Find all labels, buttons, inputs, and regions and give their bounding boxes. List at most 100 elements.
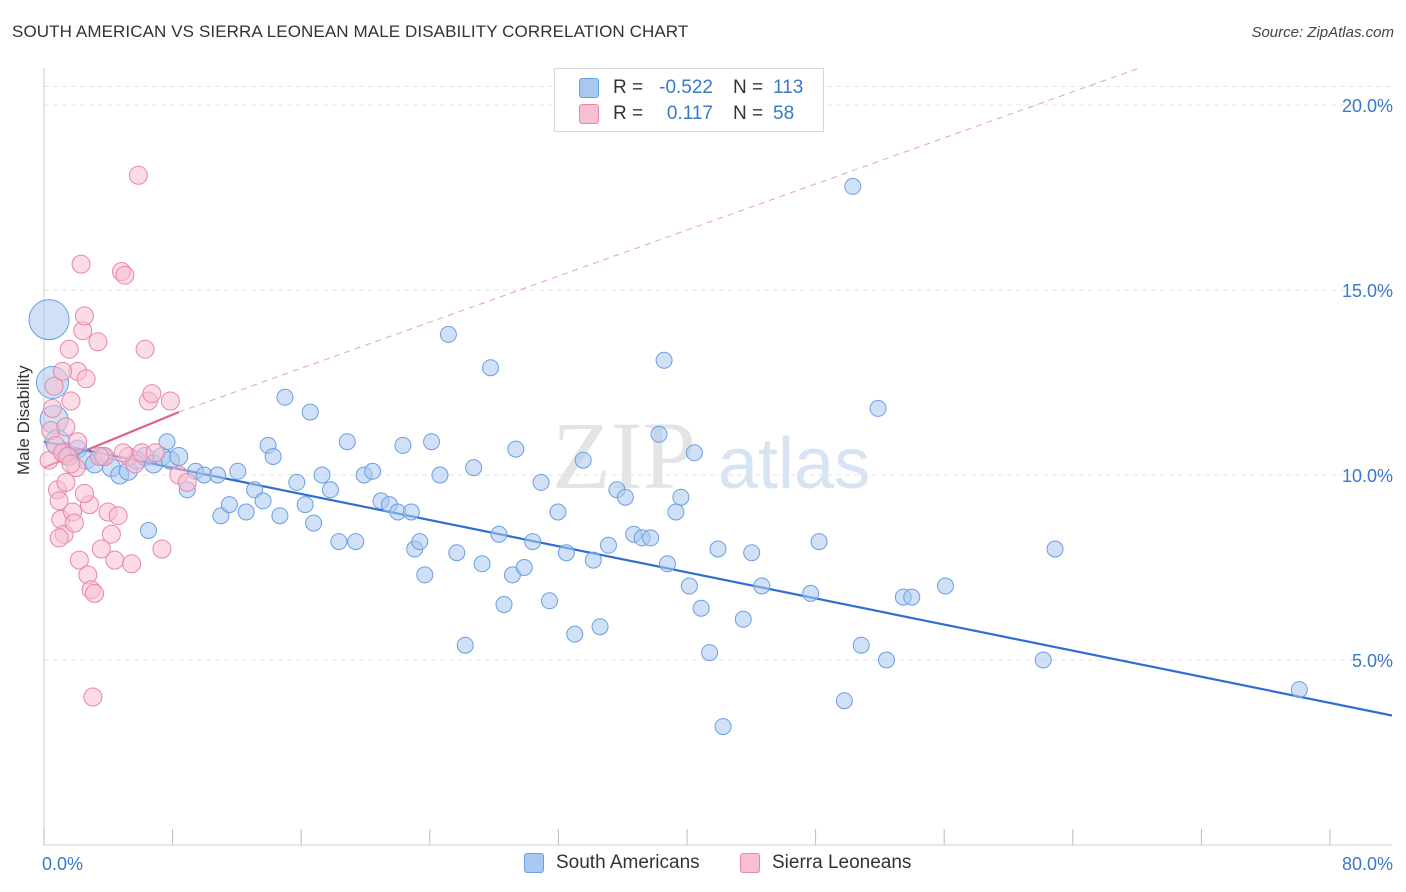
y-axis-label: Male Disability (14, 365, 33, 475)
bottom-legend-sierra-leoneans: Sierra Leoneans (740, 852, 911, 874)
south-american-point (650, 425, 668, 443)
south-american-point (753, 577, 771, 595)
sierra-leonean-point (61, 454, 81, 474)
sierra-leonean-point (108, 506, 128, 526)
legend-swatch-pink (579, 104, 599, 124)
legend-row-south-americans: R = -0.522 N = 113 (579, 77, 803, 99)
south-american-point (264, 448, 282, 465)
south-american-point (655, 351, 673, 369)
south-american-point (139, 522, 157, 539)
south-american-point (411, 533, 429, 551)
sierra-leonean-point (49, 491, 69, 511)
legend-swatch-blue (579, 78, 599, 98)
south-american-point (338, 433, 356, 451)
sierra-leonean-point (145, 443, 165, 463)
sierra-leonean-point (74, 306, 94, 326)
sierra-leonean-point (56, 417, 76, 437)
sierra-leonean-point (135, 339, 155, 359)
data-points (28, 165, 1308, 736)
south-american-point (158, 433, 176, 451)
south-american-point (402, 503, 420, 521)
stats-legend: R = -0.522 N = 113 R = 0.117 N = 58 (554, 68, 824, 132)
south-american-point (680, 577, 698, 595)
sierra-leonean-point (64, 513, 84, 533)
watermark: ZIP atlas (552, 402, 870, 509)
south-american-point (903, 588, 921, 606)
grid-lines (44, 86, 1392, 661)
bottom-legend-label: Sierra Leoneans (772, 852, 912, 873)
south-american-point (482, 359, 500, 377)
south-american-point (431, 466, 449, 484)
sierra-leonean-point (91, 539, 111, 559)
bottom-legend-label: South Americans (556, 852, 700, 873)
south-american-point (936, 577, 954, 595)
south-american-point (313, 466, 331, 484)
bottom-legend-swatch-pink (740, 853, 760, 873)
south-american-point (557, 544, 575, 562)
south-american-point (28, 299, 70, 341)
trend-lines (43, 67, 1393, 717)
south-american-point (1290, 681, 1308, 699)
south-american-point (743, 544, 761, 562)
sierra-leonean-point (69, 550, 89, 570)
south-american-point (532, 473, 550, 491)
sierra-leonean-point (76, 369, 96, 389)
sierra-leonean-trend-extension (178, 67, 1140, 413)
sierra-leonean-point (44, 376, 64, 396)
legend-r-label: R = (613, 103, 644, 124)
sierra-leonean-point (152, 539, 172, 559)
sierra-leonean-point (115, 265, 135, 285)
south-american-point (658, 555, 676, 573)
south-american-point (869, 399, 887, 417)
south-american-point (416, 566, 434, 584)
legend-n-label: N = (733, 77, 764, 98)
sierra-leonean-point (61, 391, 81, 411)
south-american-point (423, 433, 441, 451)
south-american-point (616, 488, 634, 506)
south-american-point (364, 462, 382, 480)
south-american-point (288, 473, 306, 491)
south-american-point (642, 529, 660, 547)
bottom-legend-swatch-blue (524, 853, 544, 873)
south-american-point (448, 544, 466, 562)
south-american-point (515, 559, 533, 576)
x-tick-label: 0.0% (42, 854, 83, 874)
south-american-trend-line (43, 440, 1393, 717)
sierra-leonean-point (88, 332, 108, 352)
sierra-leonean-point (122, 554, 142, 574)
south-american-point (439, 325, 457, 343)
south-american-point (709, 540, 727, 558)
sierra-leonean-point (68, 432, 88, 452)
sierra-leonean-point (42, 398, 62, 418)
south-american-point (394, 436, 412, 454)
south-american-point (574, 451, 592, 469)
south-american-point (271, 507, 289, 525)
sierra-leonean-point (53, 361, 73, 381)
south-american-point (844, 177, 862, 195)
sierra-leonean-point (160, 391, 180, 411)
legend-n-label: N = (733, 103, 764, 124)
south-american-point (490, 525, 508, 543)
legend-n-value: 58 (773, 103, 795, 124)
sierra-leonean-point (71, 254, 91, 274)
x-tick-label: 80.0% (1342, 854, 1393, 874)
south-american-point (1034, 651, 1052, 669)
sierra-leonean-point (90, 447, 110, 466)
south-american-point (507, 440, 525, 458)
south-american-point (305, 514, 323, 532)
legend-r-value: -0.522 (659, 77, 713, 98)
south-american-point (878, 651, 895, 669)
south-american-point (169, 447, 189, 466)
south-american-point (549, 503, 567, 521)
south-american-point (237, 503, 255, 521)
y-tick-label: 10.0% (1342, 466, 1393, 486)
sierra-leonean-point (113, 443, 133, 463)
tick-labels: 5.0% 10.0% 15.0% 20.0% 0.0% 80.0% (42, 96, 1393, 874)
south-american-point (254, 492, 272, 510)
south-american-point (456, 636, 474, 654)
bottom-legend-south-americans: South Americans (524, 852, 700, 874)
south-american-point (209, 466, 227, 484)
sierra-leonean-point (142, 384, 162, 404)
legend-r-value: 0.117 (666, 103, 713, 124)
chart-title: SOUTH AMERICAN VS SIERRA LEONEAN MALE DI… (12, 22, 689, 41)
